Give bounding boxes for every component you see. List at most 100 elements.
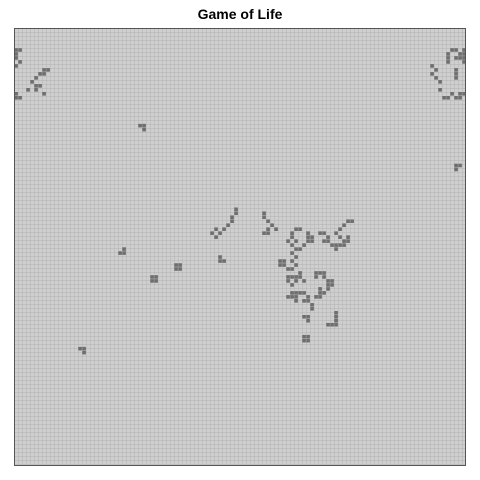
- live-cell[interactable]: [462, 56, 466, 60]
- live-cell[interactable]: [462, 52, 466, 56]
- live-cell[interactable]: [154, 275, 158, 279]
- live-cell[interactable]: [318, 295, 322, 299]
- live-cell[interactable]: [430, 72, 434, 76]
- live-cell[interactable]: [302, 243, 306, 247]
- live-cell[interactable]: [330, 283, 334, 287]
- live-cell[interactable]: [302, 279, 306, 283]
- live-cell[interactable]: [298, 227, 302, 231]
- live-cell[interactable]: [46, 68, 50, 72]
- live-cell[interactable]: [286, 267, 290, 271]
- live-cell[interactable]: [214, 227, 218, 231]
- live-cell[interactable]: [330, 243, 334, 247]
- live-cell[interactable]: [450, 92, 454, 96]
- live-cell[interactable]: [298, 271, 302, 275]
- live-cell[interactable]: [218, 259, 222, 263]
- live-cell[interactable]: [438, 80, 442, 84]
- live-cell[interactable]: [330, 279, 334, 283]
- live-cell[interactable]: [174, 263, 178, 267]
- live-cell[interactable]: [82, 346, 86, 351]
- live-cell[interactable]: [290, 291, 294, 295]
- live-cell[interactable]: [38, 84, 42, 88]
- live-cell[interactable]: [290, 275, 294, 279]
- life-board[interactable]: [14, 28, 466, 466]
- live-cell[interactable]: [302, 338, 306, 343]
- live-cell[interactable]: [454, 48, 458, 52]
- live-cell[interactable]: [314, 295, 318, 299]
- live-cell[interactable]: [310, 235, 314, 239]
- live-cell[interactable]: [302, 299, 306, 303]
- live-cell[interactable]: [314, 275, 318, 279]
- live-cell[interactable]: [122, 251, 126, 255]
- live-cell[interactable]: [318, 231, 322, 235]
- live-cell[interactable]: [282, 263, 286, 267]
- live-cell[interactable]: [294, 255, 298, 259]
- live-cell[interactable]: [234, 207, 238, 212]
- live-cell[interactable]: [318, 291, 322, 295]
- live-cell[interactable]: [338, 227, 342, 231]
- live-cell[interactable]: [266, 219, 270, 224]
- live-cell[interactable]: [446, 60, 450, 64]
- live-cell[interactable]: [310, 307, 314, 311]
- live-cell[interactable]: [326, 235, 330, 239]
- live-cell[interactable]: [330, 322, 334, 327]
- live-cell[interactable]: [14, 64, 18, 68]
- live-cell[interactable]: [218, 231, 222, 235]
- live-cell[interactable]: [266, 231, 270, 235]
- live-cell[interactable]: [318, 271, 322, 275]
- live-cell[interactable]: [306, 295, 310, 299]
- live-cell[interactable]: [14, 48, 18, 52]
- live-cell[interactable]: [174, 267, 178, 271]
- live-cell[interactable]: [322, 291, 326, 295]
- live-cell[interactable]: [430, 64, 434, 68]
- live-cell[interactable]: [298, 247, 302, 251]
- live-cell[interactable]: [454, 68, 458, 72]
- live-cell[interactable]: [346, 235, 350, 239]
- live-cell[interactable]: [326, 287, 330, 291]
- live-cell[interactable]: [454, 56, 458, 60]
- live-cell[interactable]: [294, 275, 298, 279]
- live-cell[interactable]: [14, 95, 18, 100]
- live-cell[interactable]: [458, 92, 462, 96]
- live-cell[interactable]: [326, 279, 330, 283]
- live-cell[interactable]: [138, 123, 142, 128]
- live-cell[interactable]: [342, 243, 346, 247]
- live-cell[interactable]: [18, 95, 22, 100]
- live-cell[interactable]: [222, 259, 226, 263]
- live-cell[interactable]: [290, 259, 294, 263]
- live-cell[interactable]: [306, 318, 310, 323]
- live-cell[interactable]: [14, 56, 18, 60]
- live-cell[interactable]: [446, 95, 450, 100]
- live-cell[interactable]: [150, 275, 154, 279]
- live-cell[interactable]: [262, 215, 266, 220]
- live-cell[interactable]: [306, 314, 310, 319]
- live-cell[interactable]: [274, 227, 278, 231]
- live-cell[interactable]: [326, 239, 330, 243]
- live-cell[interactable]: [310, 303, 314, 307]
- live-cell[interactable]: [462, 92, 466, 96]
- live-cell[interactable]: [334, 231, 338, 235]
- live-cell[interactable]: [278, 259, 282, 263]
- live-cell[interactable]: [294, 299, 298, 303]
- live-cell[interactable]: [290, 295, 294, 299]
- live-cell[interactable]: [314, 271, 318, 275]
- live-cell[interactable]: [454, 72, 458, 76]
- live-cell[interactable]: [318, 287, 322, 291]
- live-cell[interactable]: [322, 271, 326, 275]
- live-cell[interactable]: [458, 52, 462, 56]
- live-cell[interactable]: [78, 346, 82, 351]
- live-cell[interactable]: [286, 295, 290, 299]
- live-cell[interactable]: [346, 239, 350, 243]
- live-cell[interactable]: [226, 223, 230, 227]
- live-cell[interactable]: [18, 60, 22, 64]
- live-cell[interactable]: [450, 48, 454, 52]
- live-cell[interactable]: [438, 88, 442, 92]
- live-cell[interactable]: [442, 95, 446, 100]
- live-cell[interactable]: [342, 223, 346, 227]
- live-cell[interactable]: [38, 72, 42, 76]
- live-cell[interactable]: [230, 219, 234, 224]
- live-cell[interactable]: [298, 275, 302, 279]
- live-cell[interactable]: [210, 231, 214, 235]
- live-cell[interactable]: [326, 283, 330, 287]
- live-cell[interactable]: [42, 92, 46, 96]
- live-cell[interactable]: [34, 88, 38, 92]
